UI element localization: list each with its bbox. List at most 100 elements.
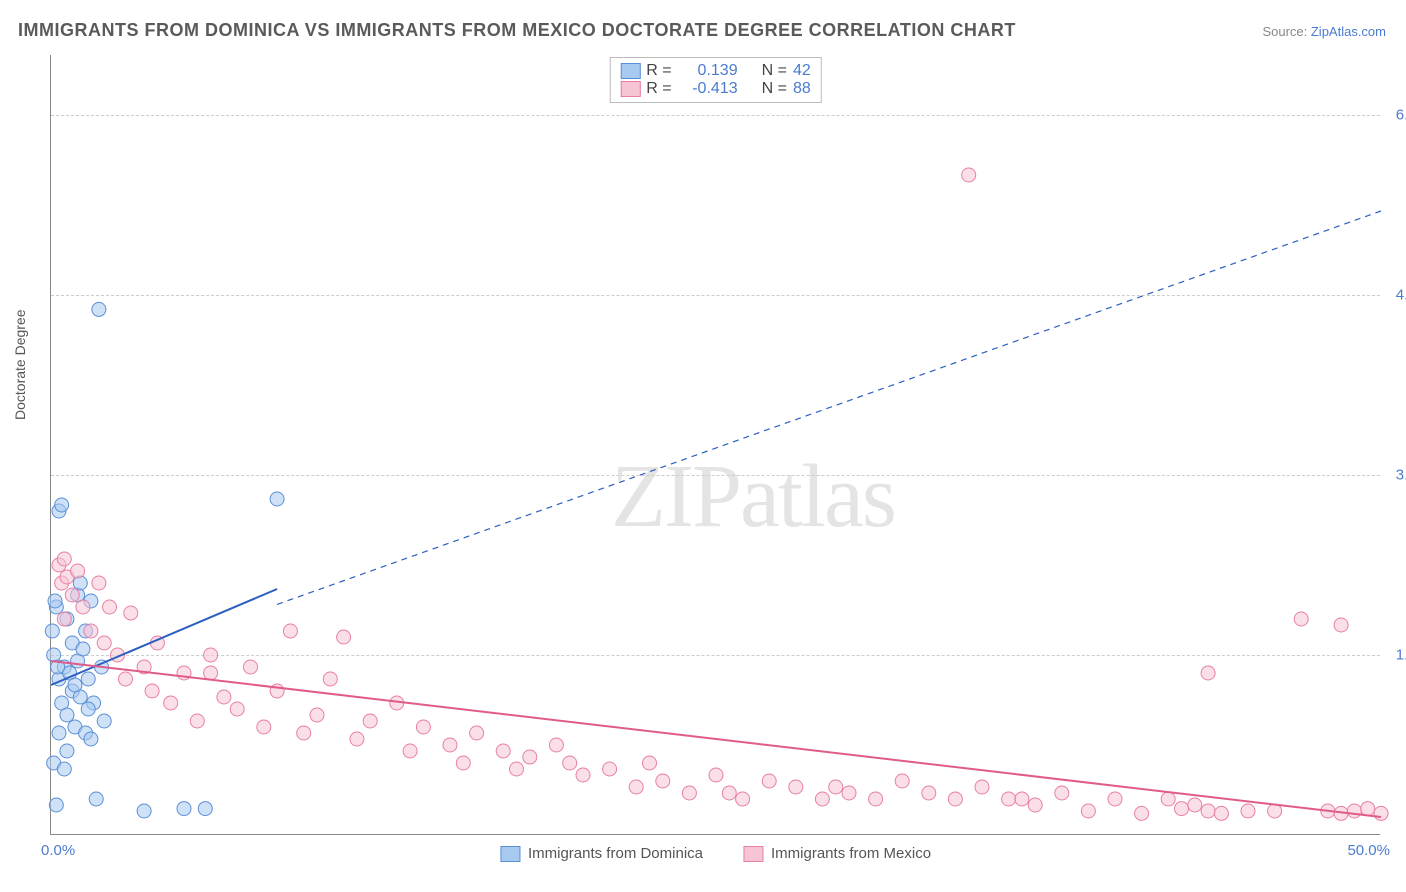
- legend-row-mexico: R = -0.413 N = 88: [620, 80, 810, 98]
- data-point: [257, 720, 271, 734]
- data-point: [55, 498, 69, 512]
- data-point: [470, 726, 484, 740]
- data-point: [456, 756, 470, 770]
- data-point: [1374, 806, 1388, 820]
- data-point: [762, 774, 776, 788]
- data-point: [52, 726, 66, 740]
- data-point: [1347, 804, 1361, 818]
- r-label: R =: [646, 80, 671, 98]
- correlation-legend: R = 0.139 N = 42 R = -0.413 N = 88: [609, 57, 821, 103]
- data-point: [1214, 806, 1228, 820]
- y-tick-label: 3.0%: [1396, 467, 1406, 484]
- data-point: [84, 624, 98, 638]
- data-point: [1334, 618, 1348, 632]
- trend-line: [51, 661, 1381, 817]
- legend-item-mexico: Immigrants from Mexico: [743, 845, 931, 862]
- data-point: [103, 600, 117, 614]
- data-point: [164, 696, 178, 710]
- data-point: [65, 588, 79, 602]
- data-point: [76, 642, 90, 656]
- chart-title: IMMIGRANTS FROM DOMINICA VS IMMIGRANTS F…: [18, 20, 1016, 41]
- data-point: [350, 732, 364, 746]
- data-point: [124, 606, 138, 620]
- data-point: [1028, 798, 1042, 812]
- data-point: [1294, 612, 1308, 626]
- data-point: [1201, 666, 1215, 680]
- series-name-mexico: Immigrants from Mexico: [771, 845, 931, 862]
- data-point: [895, 774, 909, 788]
- data-point: [60, 744, 74, 758]
- data-point: [84, 732, 98, 746]
- y-tick-label: 1.5%: [1396, 647, 1406, 664]
- data-point: [204, 648, 218, 662]
- data-point: [89, 792, 103, 806]
- data-point: [363, 714, 377, 728]
- data-point: [1081, 804, 1095, 818]
- data-point: [57, 612, 71, 626]
- data-point: [49, 798, 63, 812]
- data-point: [975, 780, 989, 794]
- y-axis-label: Doctorate Degree: [12, 309, 28, 420]
- data-point: [603, 762, 617, 776]
- data-point: [92, 576, 106, 590]
- data-point: [230, 702, 244, 716]
- data-point: [842, 786, 856, 800]
- data-point: [789, 780, 803, 794]
- data-point: [815, 792, 829, 806]
- data-point: [523, 750, 537, 764]
- legend-row-dominica: R = 0.139 N = 42: [620, 62, 810, 80]
- data-point: [922, 786, 936, 800]
- data-point: [736, 792, 750, 806]
- data-point: [310, 708, 324, 722]
- data-point: [576, 768, 590, 782]
- data-point: [962, 168, 976, 182]
- data-point: [1108, 792, 1122, 806]
- x-axis-min: 0.0%: [41, 842, 75, 859]
- data-point: [92, 302, 106, 316]
- data-point: [1015, 792, 1029, 806]
- data-point: [496, 744, 510, 758]
- y-tick-label: 6.0%: [1396, 107, 1406, 124]
- trend-line-extrapolated: [277, 211, 1381, 604]
- data-point: [682, 786, 696, 800]
- series-legend: Immigrants from Dominica Immigrants from…: [500, 845, 931, 862]
- data-point: [57, 762, 71, 776]
- legend-item-dominica: Immigrants from Dominica: [500, 845, 703, 862]
- data-point: [709, 768, 723, 782]
- swatch-dominica: [500, 846, 520, 862]
- data-point: [403, 744, 417, 758]
- data-point: [204, 666, 218, 680]
- data-point: [656, 774, 670, 788]
- data-point: [45, 624, 59, 638]
- data-point: [629, 780, 643, 794]
- data-point: [948, 792, 962, 806]
- data-point: [1361, 802, 1375, 816]
- data-point: [722, 786, 736, 800]
- data-point: [1135, 806, 1149, 820]
- data-point: [1161, 792, 1175, 806]
- data-point: [563, 756, 577, 770]
- data-point: [97, 636, 111, 650]
- data-point: [60, 708, 74, 722]
- data-point: [190, 714, 204, 728]
- series-name-dominica: Immigrants from Dominica: [528, 845, 703, 862]
- data-point: [1002, 792, 1016, 806]
- data-point: [81, 672, 95, 686]
- data-point: [244, 660, 258, 674]
- data-point: [48, 594, 62, 608]
- data-point: [198, 802, 212, 816]
- data-point: [549, 738, 563, 752]
- data-point: [57, 552, 71, 566]
- data-point: [145, 684, 159, 698]
- n-label: N =: [762, 62, 787, 80]
- data-point: [97, 714, 111, 728]
- source-credit: Source: ZipAtlas.com: [1262, 24, 1386, 39]
- data-point: [118, 672, 132, 686]
- n-value-dominica: 42: [793, 62, 811, 80]
- data-point: [1188, 798, 1202, 812]
- data-point: [869, 792, 883, 806]
- data-point: [297, 726, 311, 740]
- source-link[interactable]: ZipAtlas.com: [1311, 24, 1386, 39]
- data-point: [1055, 786, 1069, 800]
- data-point: [1201, 804, 1215, 818]
